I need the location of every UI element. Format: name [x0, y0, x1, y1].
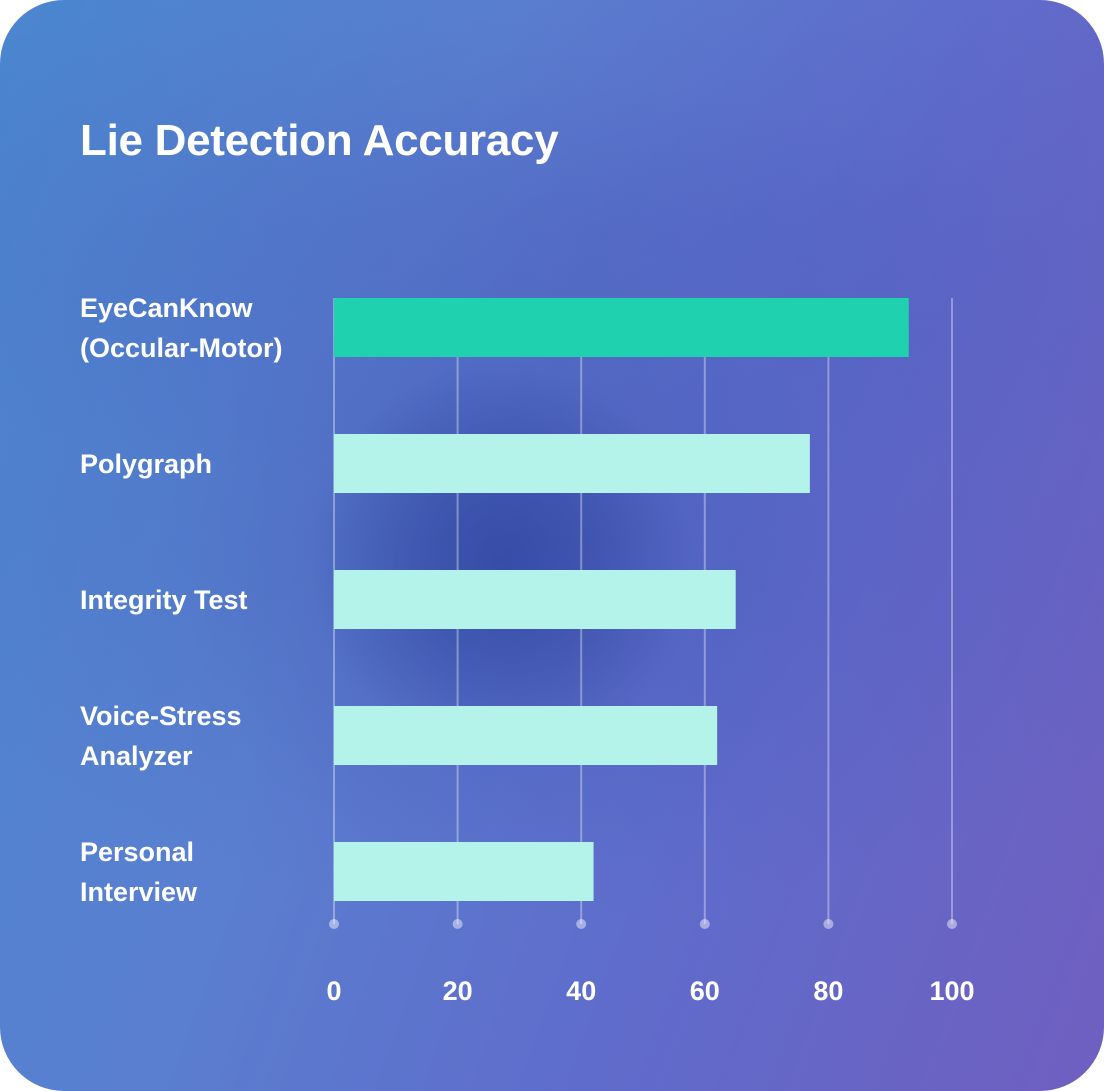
x-axis-ticks: 0 20 40 60 80 100: [326, 919, 975, 1006]
tick-dot: [452, 919, 463, 929]
x-tick-label: 100: [929, 976, 974, 1006]
category-label: Polygraph: [80, 448, 213, 479]
bar-4: [334, 842, 594, 901]
tick-dot: [576, 919, 587, 929]
category-label: Personal Interview: [80, 836, 198, 907]
bar-3: [334, 706, 718, 765]
x-tick-label: 0: [326, 976, 341, 1006]
tick-dot: [823, 919, 834, 929]
x-tick-label: 60: [690, 976, 720, 1006]
category-label: Integrity Test: [80, 584, 248, 615]
x-tick-label: 20: [443, 976, 473, 1006]
bar-2: [334, 570, 736, 629]
category-label: EyeCanKnow (Occular-Motor): [80, 292, 283, 363]
chart-title: Lie Detection Accuracy: [80, 116, 559, 165]
tick-dot: [947, 919, 957, 929]
tick-dot: [329, 919, 339, 929]
bars: [334, 298, 909, 901]
category-label: Voice-Stress Analyzer: [80, 700, 242, 771]
bar-0: [334, 298, 909, 357]
x-tick-label: 40: [566, 976, 596, 1006]
bar-1: [334, 434, 810, 493]
x-tick-label: 80: [813, 976, 843, 1006]
tick-dot: [699, 919, 710, 929]
